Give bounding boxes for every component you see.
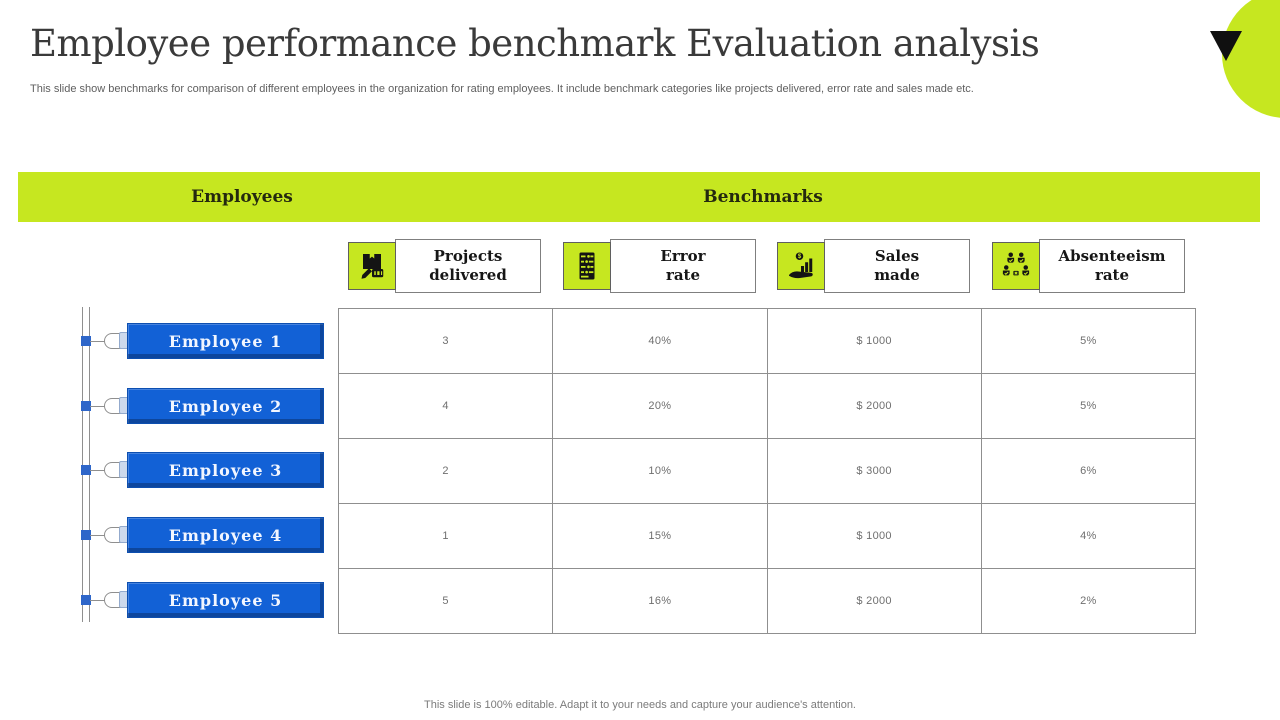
- table-cell: 5%: [981, 309, 1196, 374]
- benchmark-label-line2: rate: [665, 266, 701, 284]
- benchmark-header-projects: Projects delivered: [348, 239, 542, 293]
- table-cell: 4%: [981, 504, 1196, 569]
- benchmark-label-line2: rate: [1094, 266, 1130, 284]
- benchmark-label-line1: Error: [660, 246, 706, 265]
- benchmark-header-absenteeism: Absenteeism rate: [992, 239, 1186, 293]
- hand-chart-icon: $: [777, 242, 825, 290]
- employee-3-button[interactable]: Employee 3: [127, 452, 324, 488]
- table-cell: 15%: [553, 504, 768, 569]
- benchmark-label-line1: Projects: [433, 246, 503, 265]
- benchmark-label-line1: Absenteeism: [1058, 246, 1166, 265]
- page-subtitle: This slide show benchmarks for compariso…: [30, 83, 974, 95]
- table-cell: 4: [339, 374, 554, 439]
- employee-connector-pole: [82, 307, 90, 622]
- table-cell: 6%: [981, 439, 1196, 504]
- table-cell: 2: [339, 439, 554, 504]
- table-cell: 20%: [553, 374, 768, 439]
- employee-2-button[interactable]: Employee 2: [127, 388, 324, 424]
- table-cell: $ 3000: [767, 439, 982, 504]
- table-cell: $ 1000: [767, 504, 982, 569]
- benchmark-label: Projects delivered: [395, 239, 541, 293]
- triangle-down-icon: [1210, 31, 1242, 61]
- attendance-icon: [992, 242, 1040, 290]
- connector-node: [81, 401, 91, 411]
- header-band: Employees Benchmarks: [18, 172, 1260, 222]
- benchmark-label-line1: Sales: [874, 246, 920, 265]
- table-cell: 2%: [981, 569, 1196, 634]
- connector-line: [90, 600, 107, 601]
- table-cell: 16%: [553, 569, 768, 634]
- table-cell: 10%: [553, 439, 768, 504]
- connector-node: [81, 530, 91, 540]
- benchmark-table: 3 40% $ 1000 5% 4 20% $ 2000 5% 2 10% $ …: [338, 308, 1196, 634]
- connector-line: [90, 535, 107, 536]
- employee-1-button[interactable]: Employee 1: [127, 323, 324, 359]
- page-title: Employee performance benchmark Evaluatio…: [30, 22, 1040, 65]
- connector-node: [81, 336, 91, 346]
- benchmark-label: Error rate: [610, 239, 756, 293]
- table-cell: 5%: [981, 374, 1196, 439]
- benchmark-header-sales: Sales made $: [777, 239, 971, 293]
- benchmark-header-error: Error rate: [563, 239, 757, 293]
- connector-node: [81, 595, 91, 605]
- table-cell: $ 1000: [767, 309, 982, 374]
- connector-node: [81, 465, 91, 475]
- footer-note: This slide is 100% editable. Adapt it to…: [424, 699, 856, 711]
- connector-line: [90, 406, 107, 407]
- table-cell: 1: [339, 504, 554, 569]
- table-cell: 5: [339, 569, 554, 634]
- employee-4-button[interactable]: Employee 4: [127, 517, 324, 553]
- benchmark-label-line2: delivered: [429, 266, 507, 284]
- table-cell: $ 2000: [767, 569, 982, 634]
- svg-text:$: $: [798, 254, 802, 260]
- benchmark-label: Absenteeism rate: [1039, 239, 1185, 293]
- employees-column-heading: Employees: [191, 187, 293, 207]
- checklist-icon: [563, 242, 611, 290]
- benchmark-label: Sales made: [824, 239, 970, 293]
- table-cell: 40%: [553, 309, 768, 374]
- connector-line: [90, 470, 107, 471]
- employee-5-button[interactable]: Employee 5: [127, 582, 324, 618]
- table-cell: $ 2000: [767, 374, 982, 439]
- benchmarks-column-heading: Benchmarks: [703, 187, 823, 207]
- table-cell: 3: [339, 309, 554, 374]
- benchmark-label-line2: made: [874, 266, 920, 284]
- connector-line: [90, 341, 107, 342]
- package-icon: [348, 242, 396, 290]
